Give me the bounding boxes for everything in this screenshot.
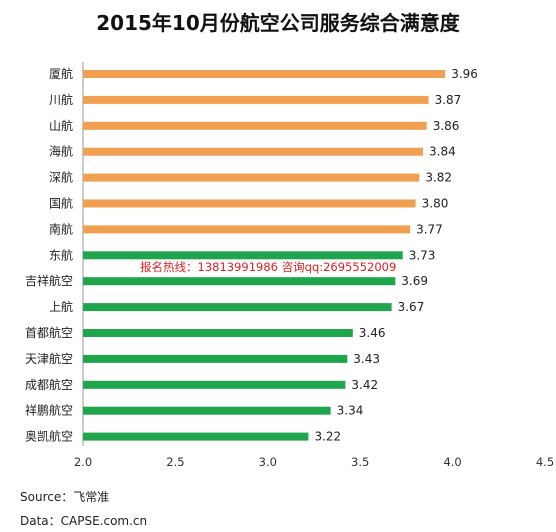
bar	[83, 173, 420, 182]
category-label: 深航	[49, 170, 73, 185]
value-label: 3.77	[416, 222, 443, 236]
bar	[83, 406, 331, 415]
x-tick-label: 2.0	[74, 455, 92, 469]
category-label: 南航	[49, 221, 73, 236]
bar	[83, 277, 396, 286]
category-label: 成都航空	[25, 377, 73, 392]
source-note: Source：飞常准	[20, 490, 110, 504]
x-tick-label: 4.5	[536, 455, 554, 469]
bar	[83, 432, 309, 441]
chart-title: 2015年10月份航空公司服务综合满意度	[96, 11, 460, 35]
x-tick-label: 3.0	[259, 455, 277, 469]
bar	[83, 329, 353, 337]
value-label: 3.73	[409, 248, 436, 262]
value-label: 3.34	[337, 404, 364, 418]
category-label: 上航	[49, 299, 73, 314]
bar	[83, 303, 392, 312]
bar	[83, 354, 348, 363]
category-label: 奥凯航空	[25, 429, 73, 444]
bar	[83, 225, 411, 234]
value-label: 3.82	[425, 171, 452, 185]
category-label: 厦航	[49, 66, 73, 81]
value-label: 3.42	[351, 378, 378, 392]
category-label: 海航	[49, 144, 73, 159]
bar	[83, 121, 427, 130]
x-tick-layer: 2.0 2.5 3.0 3.5 4.0 4.5	[74, 455, 554, 469]
value-label: 3.69	[401, 274, 428, 288]
value-label: 3.86	[433, 119, 460, 133]
x-tick-label: 2.5	[166, 455, 184, 469]
value-label: 3.80	[422, 197, 449, 211]
bar	[83, 147, 424, 156]
data-note: Data：CAPSE.com.cn	[20, 514, 148, 528]
bar	[83, 70, 446, 78]
x-tick-label: 4.0	[443, 455, 461, 469]
bar	[83, 199, 416, 208]
value-label: 3.46	[359, 326, 386, 340]
category-label: 吉祥航空	[25, 273, 73, 288]
value-label: 3.84	[429, 145, 456, 159]
category-label: 东航	[49, 247, 73, 262]
x-tick-label: 3.5	[351, 455, 369, 469]
category-label: 山航	[49, 118, 73, 133]
category-label: 祥鹏航空	[25, 403, 73, 418]
value-label: 3.43	[353, 352, 380, 366]
category-label: 首都航空	[25, 325, 73, 340]
value-label: 3.22	[314, 430, 341, 444]
value-label: 3.67	[398, 300, 425, 314]
category-label: 川航	[49, 92, 73, 107]
bars-layer: 厦航 3.96 川航 3.87 山航 3.86 海航 3.84 深航 3.82 国航 3.80 南航 3.…	[25, 66, 478, 444]
bar	[83, 251, 403, 260]
category-label: 天津航空	[25, 351, 73, 366]
value-label: 3.96	[451, 67, 478, 81]
bar	[83, 95, 429, 104]
watermark-text: 报名热线：13813991986 咨询qq:2695552009	[140, 260, 396, 274]
category-label: 国航	[49, 196, 73, 211]
bar	[83, 380, 346, 389]
value-label: 3.87	[435, 93, 462, 107]
